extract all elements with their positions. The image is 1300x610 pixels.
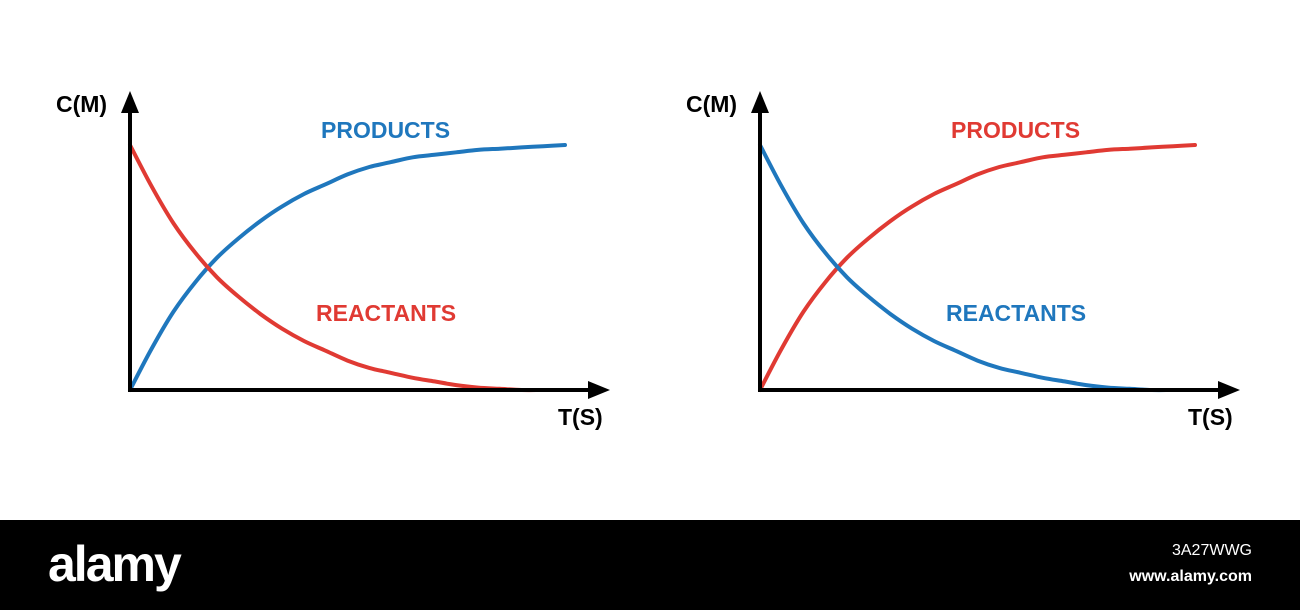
series-line-reactants bbox=[128, 143, 567, 393]
series-line-products bbox=[128, 143, 567, 392]
series-label-products: PRODUCTS bbox=[951, 117, 1080, 143]
x-axis-arrow bbox=[1218, 381, 1240, 399]
series-line-reactants bbox=[758, 143, 1197, 393]
x-axis-label: T(S) bbox=[1188, 404, 1233, 430]
y-axis-label: C(M) bbox=[56, 91, 107, 117]
series-line-products bbox=[758, 143, 1197, 392]
y-axis-arrow bbox=[751, 91, 769, 113]
site-url: www.alamy.com bbox=[1129, 568, 1252, 585]
y-axis-label: C(M) bbox=[686, 91, 737, 117]
charts-canvas: PRODUCTS REACTANTS C(M) T(S) PRODUCTS REACTAN… bbox=[56, 91, 1240, 430]
alamy-logo: alamy bbox=[48, 536, 182, 592]
chart-2: PRODUCTS REACTANTS C(M) T(S) bbox=[686, 91, 1240, 430]
series-label-products: PRODUCTS bbox=[321, 117, 450, 143]
watermark-footer: alamy 3A27WWG www.alamy.com bbox=[0, 520, 1300, 610]
series-label-reactants: REACTANTS bbox=[316, 300, 456, 326]
series-label-reactants: REACTANTS bbox=[946, 300, 1086, 326]
y-axis-arrow bbox=[121, 91, 139, 113]
x-axis-label: T(S) bbox=[558, 404, 603, 430]
image-id: 3A27WWG bbox=[1171, 542, 1252, 559]
chart-1: PRODUCTS REACTANTS C(M) T(S) bbox=[56, 91, 610, 430]
x-axis-arrow bbox=[588, 381, 610, 399]
